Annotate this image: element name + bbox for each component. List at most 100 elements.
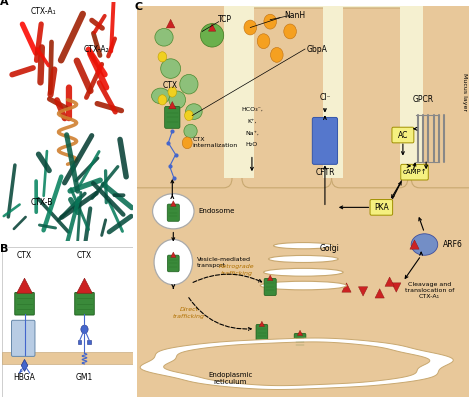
Text: Cl⁻: Cl⁻ [319,93,331,102]
Bar [224,6,254,178]
Circle shape [81,325,88,334]
Circle shape [158,95,167,105]
Text: GM1: GM1 [76,373,93,382]
Ellipse shape [273,243,333,249]
Polygon shape [358,287,368,296]
Polygon shape [21,359,28,371]
Circle shape [168,87,177,97]
FancyBboxPatch shape [411,0,474,188]
Polygon shape [166,19,175,28]
Polygon shape [267,275,273,281]
FancyBboxPatch shape [264,278,276,296]
Bar [2,352,133,364]
Ellipse shape [185,104,202,119]
Circle shape [244,20,256,35]
Polygon shape [171,201,176,206]
FancyBboxPatch shape [256,324,268,341]
FancyBboxPatch shape [370,200,392,215]
Text: Golgi: Golgi [320,244,340,253]
FancyBboxPatch shape [75,292,94,315]
FancyBboxPatch shape [242,8,331,188]
Ellipse shape [184,124,197,138]
Text: PKA: PKA [374,203,389,212]
Polygon shape [209,24,216,31]
Ellipse shape [264,268,343,276]
Text: NanH: NanH [284,11,306,20]
Ellipse shape [260,281,346,290]
Polygon shape [77,278,92,293]
Ellipse shape [201,24,224,47]
Text: AC: AC [398,131,408,140]
Circle shape [170,114,178,124]
Text: A: A [0,0,9,7]
Text: ARF6: ARF6 [443,240,463,249]
FancyBboxPatch shape [129,0,232,188]
Ellipse shape [169,91,185,109]
Polygon shape [140,338,453,389]
Text: CTX-B: CTX-B [30,198,53,207]
Text: HCO₃⁻,: HCO₃⁻, [241,107,263,112]
FancyBboxPatch shape [294,333,306,350]
Polygon shape [385,277,394,286]
Text: CTX: CTX [17,251,32,260]
Text: TCP: TCP [219,15,232,24]
Text: K⁺,: K⁺, [247,119,256,124]
FancyBboxPatch shape [331,8,408,188]
Text: CTX-A₂: CTX-A₂ [83,45,109,54]
Ellipse shape [180,75,198,94]
FancyBboxPatch shape [164,106,180,128]
Text: Vesicle-mediated
transport: Vesicle-mediated transport [197,257,251,268]
Ellipse shape [152,88,170,104]
Circle shape [284,24,296,39]
Text: Mucus layer: Mucus layer [462,73,467,111]
Polygon shape [171,252,176,257]
Circle shape [184,110,193,121]
Bar [400,6,423,178]
Text: GPCR: GPCR [412,95,433,104]
Polygon shape [259,321,264,326]
Text: CTX
internalization: CTX internalization [192,137,237,148]
FancyBboxPatch shape [78,340,81,344]
Polygon shape [375,289,384,298]
Text: Cleavage and
translocation of
CTX-A₁: Cleavage and translocation of CTX-A₁ [405,282,454,299]
Text: CTX: CTX [77,251,92,260]
Text: Na⁺,: Na⁺, [245,131,259,136]
Text: Endoplasmic
reticulum: Endoplasmic reticulum [208,372,253,385]
FancyBboxPatch shape [167,255,179,272]
Ellipse shape [153,194,194,229]
FancyBboxPatch shape [88,340,91,344]
FancyBboxPatch shape [401,164,428,180]
Polygon shape [392,283,401,292]
Polygon shape [164,342,430,386]
Circle shape [271,47,283,62]
Text: C: C [134,2,142,12]
Text: HBGA: HBGA [14,373,36,382]
Circle shape [158,52,167,62]
Circle shape [264,14,276,29]
Text: CTX: CTX [163,81,178,90]
Ellipse shape [161,59,181,78]
Polygon shape [342,283,351,292]
Circle shape [182,137,192,149]
Polygon shape [410,240,419,249]
Circle shape [154,239,192,285]
Ellipse shape [268,255,338,263]
Text: GbpA: GbpA [307,45,328,53]
Text: CTX-A₁: CTX-A₁ [31,7,57,16]
Polygon shape [297,330,303,336]
FancyBboxPatch shape [392,127,414,143]
FancyBboxPatch shape [167,204,179,221]
Bar [323,6,343,178]
FancyBboxPatch shape [312,117,337,164]
FancyBboxPatch shape [11,320,35,356]
Text: CFTR: CFTR [315,168,335,177]
FancyBboxPatch shape [15,292,34,315]
Ellipse shape [411,234,438,255]
Bar [137,178,469,397]
Ellipse shape [155,28,173,46]
Polygon shape [169,101,176,109]
Circle shape [257,34,270,49]
Text: Retrograde
trafficking: Retrograde trafficking [219,264,255,275]
Polygon shape [17,278,32,293]
Text: B: B [0,244,8,253]
